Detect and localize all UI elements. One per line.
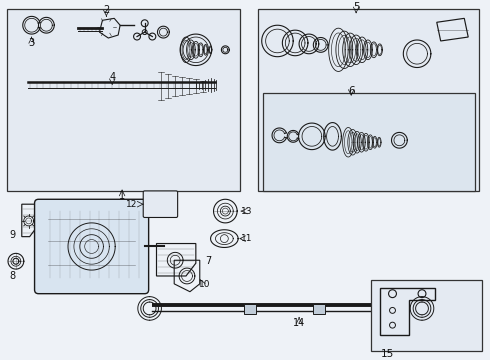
Text: 6: 6 [348,86,354,96]
FancyBboxPatch shape [35,199,148,294]
Text: 2: 2 [103,5,109,15]
Text: 15: 15 [381,349,394,359]
Text: 14: 14 [293,318,305,328]
Text: 10: 10 [199,280,210,289]
Bar [371,280,482,351]
Bar [263,93,475,192]
Text: 13: 13 [241,207,253,216]
Text: 9: 9 [10,230,16,240]
Text: 4: 4 [109,72,115,82]
Bar [258,9,479,192]
Text: 11: 11 [241,234,253,243]
Bar [7,9,240,192]
Bar [244,303,256,314]
Bar [313,303,325,314]
Text: 5: 5 [353,1,360,12]
Text: 8: 8 [9,271,15,281]
Text: 1: 1 [119,191,125,201]
FancyBboxPatch shape [143,191,178,217]
Text: 3: 3 [28,38,35,48]
Text: 7: 7 [205,256,212,266]
Text: 12: 12 [126,200,138,209]
